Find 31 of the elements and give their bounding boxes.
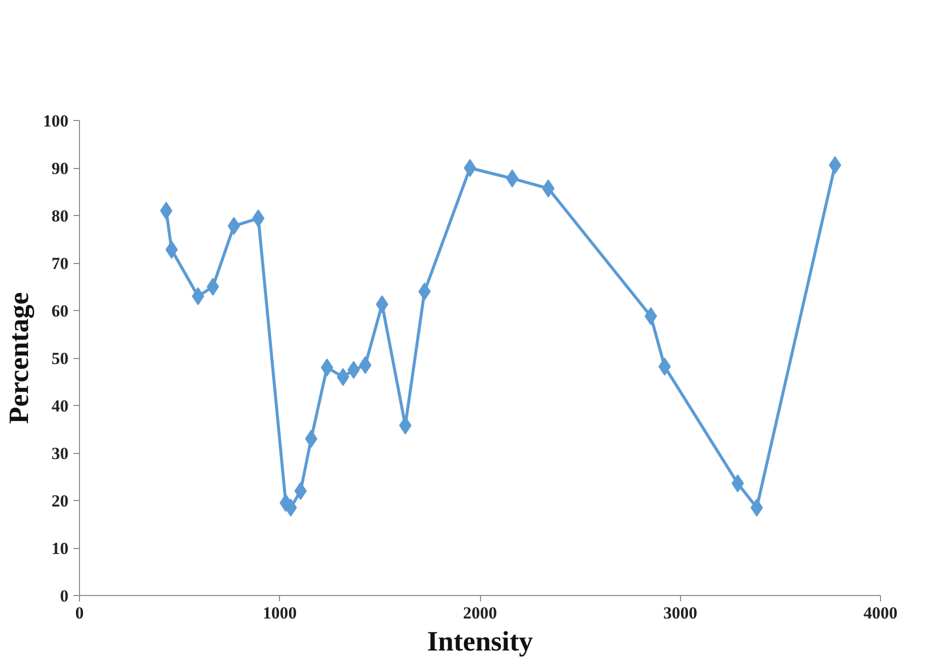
point (336, 368, 350, 386)
y-tick-label: 100 (43, 112, 68, 130)
point (228, 216, 240, 235)
point (165, 240, 178, 259)
y-axis-title: Percentage (4, 292, 35, 424)
y-tick-label: 70 (52, 254, 68, 273)
y-tick-label: 50 (52, 349, 68, 368)
x-tick-label: 1000 (262, 604, 297, 622)
y-tick-label: 60 (52, 302, 68, 320)
y-tick-label: 40 (52, 396, 68, 416)
y-tick-label: 0 (60, 586, 68, 606)
x-tick-label: 2000 (463, 604, 497, 622)
y-tick-label: 10 (52, 539, 68, 558)
point (294, 482, 307, 500)
point (418, 282, 431, 300)
x-tick-label: 4000 (864, 604, 898, 622)
point (376, 295, 388, 314)
point (658, 358, 671, 376)
point (828, 156, 842, 174)
y-tick-label: 20 (52, 492, 68, 510)
point (464, 159, 476, 177)
point (192, 287, 204, 306)
point (320, 358, 334, 376)
y-tick-label: 30 (52, 444, 68, 463)
x-axis-title: Intensity (427, 626, 533, 658)
point (347, 360, 360, 379)
y-tick-label: 80 (52, 206, 68, 226)
y-tick-label: 90 (52, 159, 68, 178)
x-tick-label: 0 (75, 604, 84, 622)
point (206, 278, 220, 296)
x-tick-label: 3000 (663, 604, 698, 622)
